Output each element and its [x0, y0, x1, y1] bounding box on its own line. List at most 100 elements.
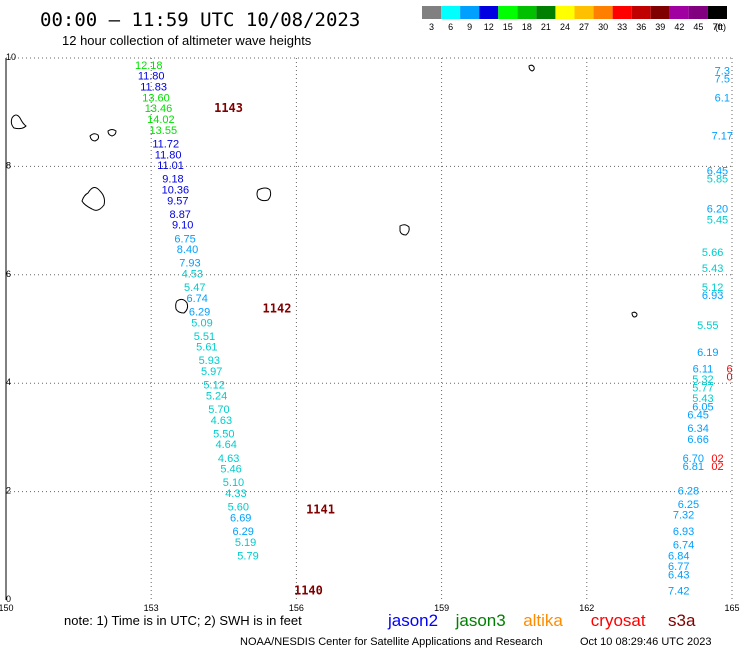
wave-height-label: 5.70	[208, 404, 229, 416]
wave-height-label: 7.5	[715, 73, 730, 85]
wave-height-label: 5.47	[184, 282, 205, 294]
wave-height-label: 6.45	[687, 409, 708, 421]
wave-height-label: 5.66	[702, 247, 723, 259]
colorbar-swatch	[555, 6, 575, 19]
x-tick-label: 162	[579, 603, 594, 613]
y-tick-label: 2	[6, 486, 11, 496]
colorbar-label: 42	[674, 22, 684, 32]
wave-height-label: 6	[727, 363, 733, 375]
wave-height-label: 5.50	[213, 428, 234, 440]
colorbar-label: 21	[541, 22, 551, 32]
wave-height-label: 5.32	[692, 374, 713, 386]
wave-height-label: 7.93	[179, 258, 200, 270]
colorbar-label: 12	[484, 22, 494, 32]
footer-timestamp: Oct 10 08:29:46 UTC 2023	[580, 636, 711, 648]
wave-height-label: 5.61	[196, 342, 217, 354]
wave-height-label: 5.93	[199, 355, 220, 367]
wave-height-label: 5.51	[194, 331, 215, 343]
colorbar-swatch	[498, 6, 518, 19]
wave-height-label: 9.10	[172, 220, 193, 232]
colorbar-swatch	[631, 6, 651, 19]
wave-height-label: 6.45	[707, 166, 728, 178]
wave-height-label: 6.84	[668, 550, 689, 562]
wave-height-label: 10.36	[162, 185, 190, 197]
wave-height-label: 7.3	[715, 65, 730, 77]
wave-height-label: 0	[727, 371, 733, 383]
wave-height-label: 11.80	[155, 149, 182, 161]
colorbar-swatch	[536, 6, 556, 19]
wave-height-label: 6.77	[668, 561, 689, 573]
y-tick-label: 6	[6, 269, 11, 279]
colorbar-swatch	[460, 6, 480, 19]
island-outline	[399, 224, 410, 236]
colorbar-label: 15	[503, 22, 513, 32]
wave-height-label: 5.79	[237, 550, 258, 562]
wave-height-label: 13.46	[145, 103, 173, 115]
colorbar-swatch	[593, 6, 613, 19]
satellite-legend-item: jason2	[387, 611, 438, 630]
wave-height-label: 6.29	[232, 526, 253, 538]
y-tick-label: 10	[6, 52, 16, 62]
wave-height-label: 6.29	[189, 306, 210, 318]
x-tick-label: 156	[289, 603, 304, 613]
wave-height-label: 02	[711, 461, 723, 473]
wave-height-label: 6.11	[693, 363, 714, 375]
footer-note: note: 1) Time is in UTC; 2) SWH is in fe…	[64, 613, 302, 628]
wave-height-label: 6.19	[697, 347, 718, 359]
wave-height-label: 6.74	[186, 293, 207, 305]
pass-label: 1142	[263, 302, 292, 316]
satellite-legend-item: s3a	[668, 611, 696, 630]
colorbar-label: 18	[522, 22, 532, 32]
wave-height-label: 02	[711, 453, 723, 465]
colorbar-swatch	[669, 6, 689, 19]
colorbar-swatch	[612, 6, 632, 19]
wave-height-label: 5.77	[692, 382, 713, 394]
wave-height-label: 6.1	[715, 92, 730, 104]
pass-label: 1140	[294, 584, 323, 598]
wave-height-label: 14.02	[147, 114, 175, 126]
wave-height-label: 9.18	[162, 174, 183, 186]
wave-height-label: 12.18	[135, 60, 163, 72]
colorbar-label: 27	[579, 22, 589, 32]
wave-height-label: 11.80	[138, 71, 165, 83]
pass-labels: 1143 1142 1141 1140	[214, 101, 335, 597]
x-tick-label: 150	[0, 603, 14, 613]
island-outline	[256, 187, 272, 202]
wave-height-label: 5.55	[697, 320, 718, 332]
colorbar-swatch	[517, 6, 537, 19]
island-outline	[175, 298, 189, 314]
pass-label: 1141	[306, 502, 335, 516]
colorbar-swatch	[650, 6, 670, 19]
colorbar-swatch	[688, 6, 708, 19]
wave-height-label: 5.24	[206, 390, 227, 402]
wave-height-label: 5.97	[201, 366, 222, 378]
colorbar-label: 9	[467, 22, 472, 32]
wave-height-label: 9.57	[167, 195, 188, 207]
wave-height-label: 8.87	[170, 209, 191, 221]
wave-height-label: 5.12	[702, 282, 723, 294]
wave-height-label: 4.63	[218, 453, 239, 465]
wave-height-label: 6.93	[673, 526, 694, 538]
wave-height-label: 6.05	[692, 401, 713, 413]
colorbar-label: 30	[598, 22, 608, 32]
colorbar-swatch	[422, 6, 442, 19]
wave-height-label: 5.19	[235, 537, 256, 549]
wave-height-label: 6.20	[707, 203, 728, 215]
colorbar-label: 24	[560, 22, 570, 32]
colorbar-legend: 3 6 9 12 15 18 21 24 27 30 33 36 39 42 45 70(ft)	[422, 6, 727, 32]
wave-height-label: 4.64	[216, 439, 237, 451]
satellite-legend-item: cryosat	[591, 611, 646, 630]
pass-label: 1143	[214, 101, 243, 115]
wave-height-label: 8.40	[177, 244, 198, 256]
wave-height-label: 11.83	[140, 82, 167, 94]
island-outline	[81, 187, 105, 211]
satellite-legend-item: jason3	[455, 611, 506, 630]
wave-height-label: 11.72	[152, 138, 179, 150]
island-outline	[10, 114, 27, 130]
satellite-legend-item: altika	[523, 611, 563, 630]
wave-height-label: 13.60	[142, 92, 170, 104]
satellite-legend: jason2 jason3 altika cryosat s3a	[387, 611, 696, 630]
island-outline	[631, 311, 638, 318]
